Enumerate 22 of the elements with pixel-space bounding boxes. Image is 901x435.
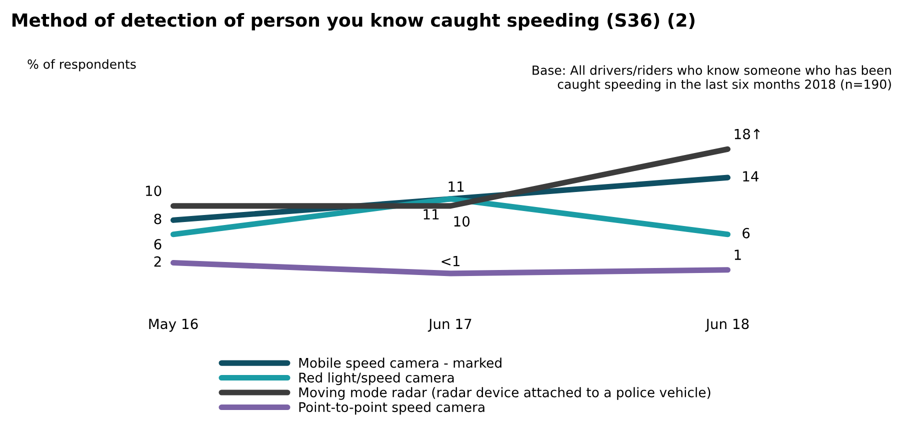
legend-label: Moving mode radar (radar device attached to a police vehicle): [299, 387, 710, 400]
legend-label: Red light/speed camera: [299, 372, 454, 386]
data-label: 10: [146, 186, 162, 196]
data-label: 11: [448, 181, 464, 192]
data-label: 2: [154, 256, 161, 267]
data-label: 11: [424, 209, 439, 220]
data-label: <1: [442, 256, 460, 266]
data-label: 18↑: [734, 128, 760, 140]
data-label: 14: [743, 171, 759, 182]
data-label: 6: [154, 239, 162, 250]
x-tick-label: Jun 18: [705, 318, 749, 332]
data-label: 10: [454, 216, 470, 227]
data-label: 1: [734, 250, 741, 260]
x-tick-label: May 16: [149, 318, 198, 332]
x-tick-label: Jun 17: [428, 318, 472, 332]
chart-title: Method of detection of person you know caught speeding (S36) (2): [12, 12, 694, 31]
data-label: 8: [154, 214, 162, 224]
legend-label: Mobile speed camera - marked: [299, 358, 502, 370]
text: % of respondents: [28, 59, 136, 72]
data-label: 6: [742, 228, 750, 238]
legend-label: Point-to-point speed camera: [299, 402, 484, 415]
text: Base: All drivers/riders who know someone who has been caught speeding in the last six months 2018 (n=190): [532, 65, 891, 92]
